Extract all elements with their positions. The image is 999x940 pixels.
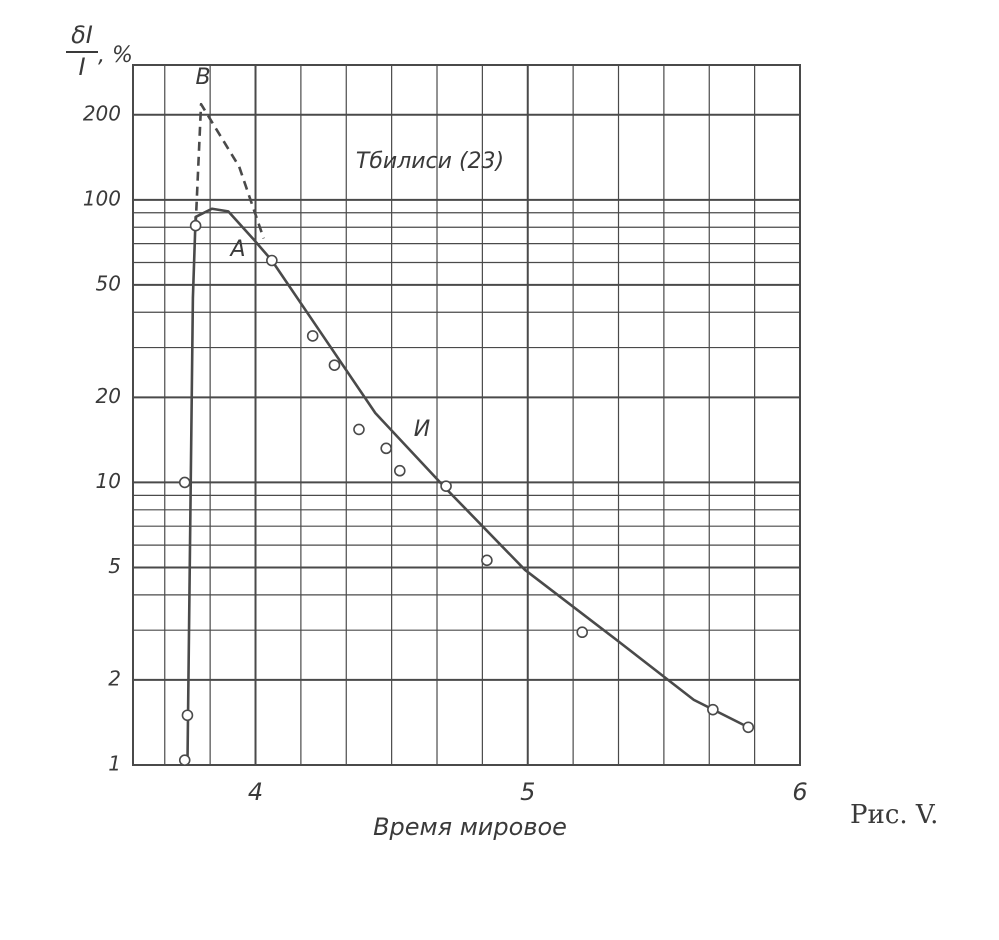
x-tick-label: 4	[248, 778, 263, 806]
curve	[186, 207, 749, 766]
data-point	[576, 626, 589, 639]
data-point	[393, 464, 406, 477]
x-tick-label: 6	[792, 778, 807, 806]
data-point	[266, 254, 278, 267]
x-tick-label: 5	[520, 778, 535, 806]
annotation: Тбилиси (23)	[356, 149, 504, 174]
data-point	[380, 442, 392, 455]
y-tick-label: 10	[96, 469, 121, 493]
y-tick-label: 50	[96, 271, 121, 295]
data-point	[178, 754, 191, 766]
data-point	[707, 703, 719, 716]
data-point	[178, 476, 191, 489]
data-point	[742, 721, 755, 734]
data-point	[481, 554, 493, 567]
annotation: A	[228, 237, 245, 262]
annotation: B	[195, 65, 210, 90]
data-point	[181, 709, 194, 722]
y-tick-label: 200	[83, 101, 121, 125]
x-label: Время мировое	[373, 813, 567, 841]
y-tick-label: 5	[108, 554, 121, 578]
y-tick-label: 20	[96, 384, 121, 408]
y-tick-label: 2	[108, 666, 121, 690]
data-point	[328, 359, 341, 371]
y-label-denominator: I	[78, 53, 85, 81]
data-point	[440, 480, 452, 492]
y-label-unit: , %	[98, 43, 133, 68]
annotation: И	[414, 417, 430, 442]
y-tick-label: 1	[108, 752, 121, 776]
data-point	[306, 330, 319, 342]
data-point	[353, 423, 365, 436]
y-label-numerator: δI	[71, 21, 93, 49]
caption: Рис. V.	[850, 800, 938, 830]
dashed-curve	[194, 102, 265, 239]
data-point	[189, 219, 202, 232]
y-tick-label: 100	[83, 186, 121, 210]
